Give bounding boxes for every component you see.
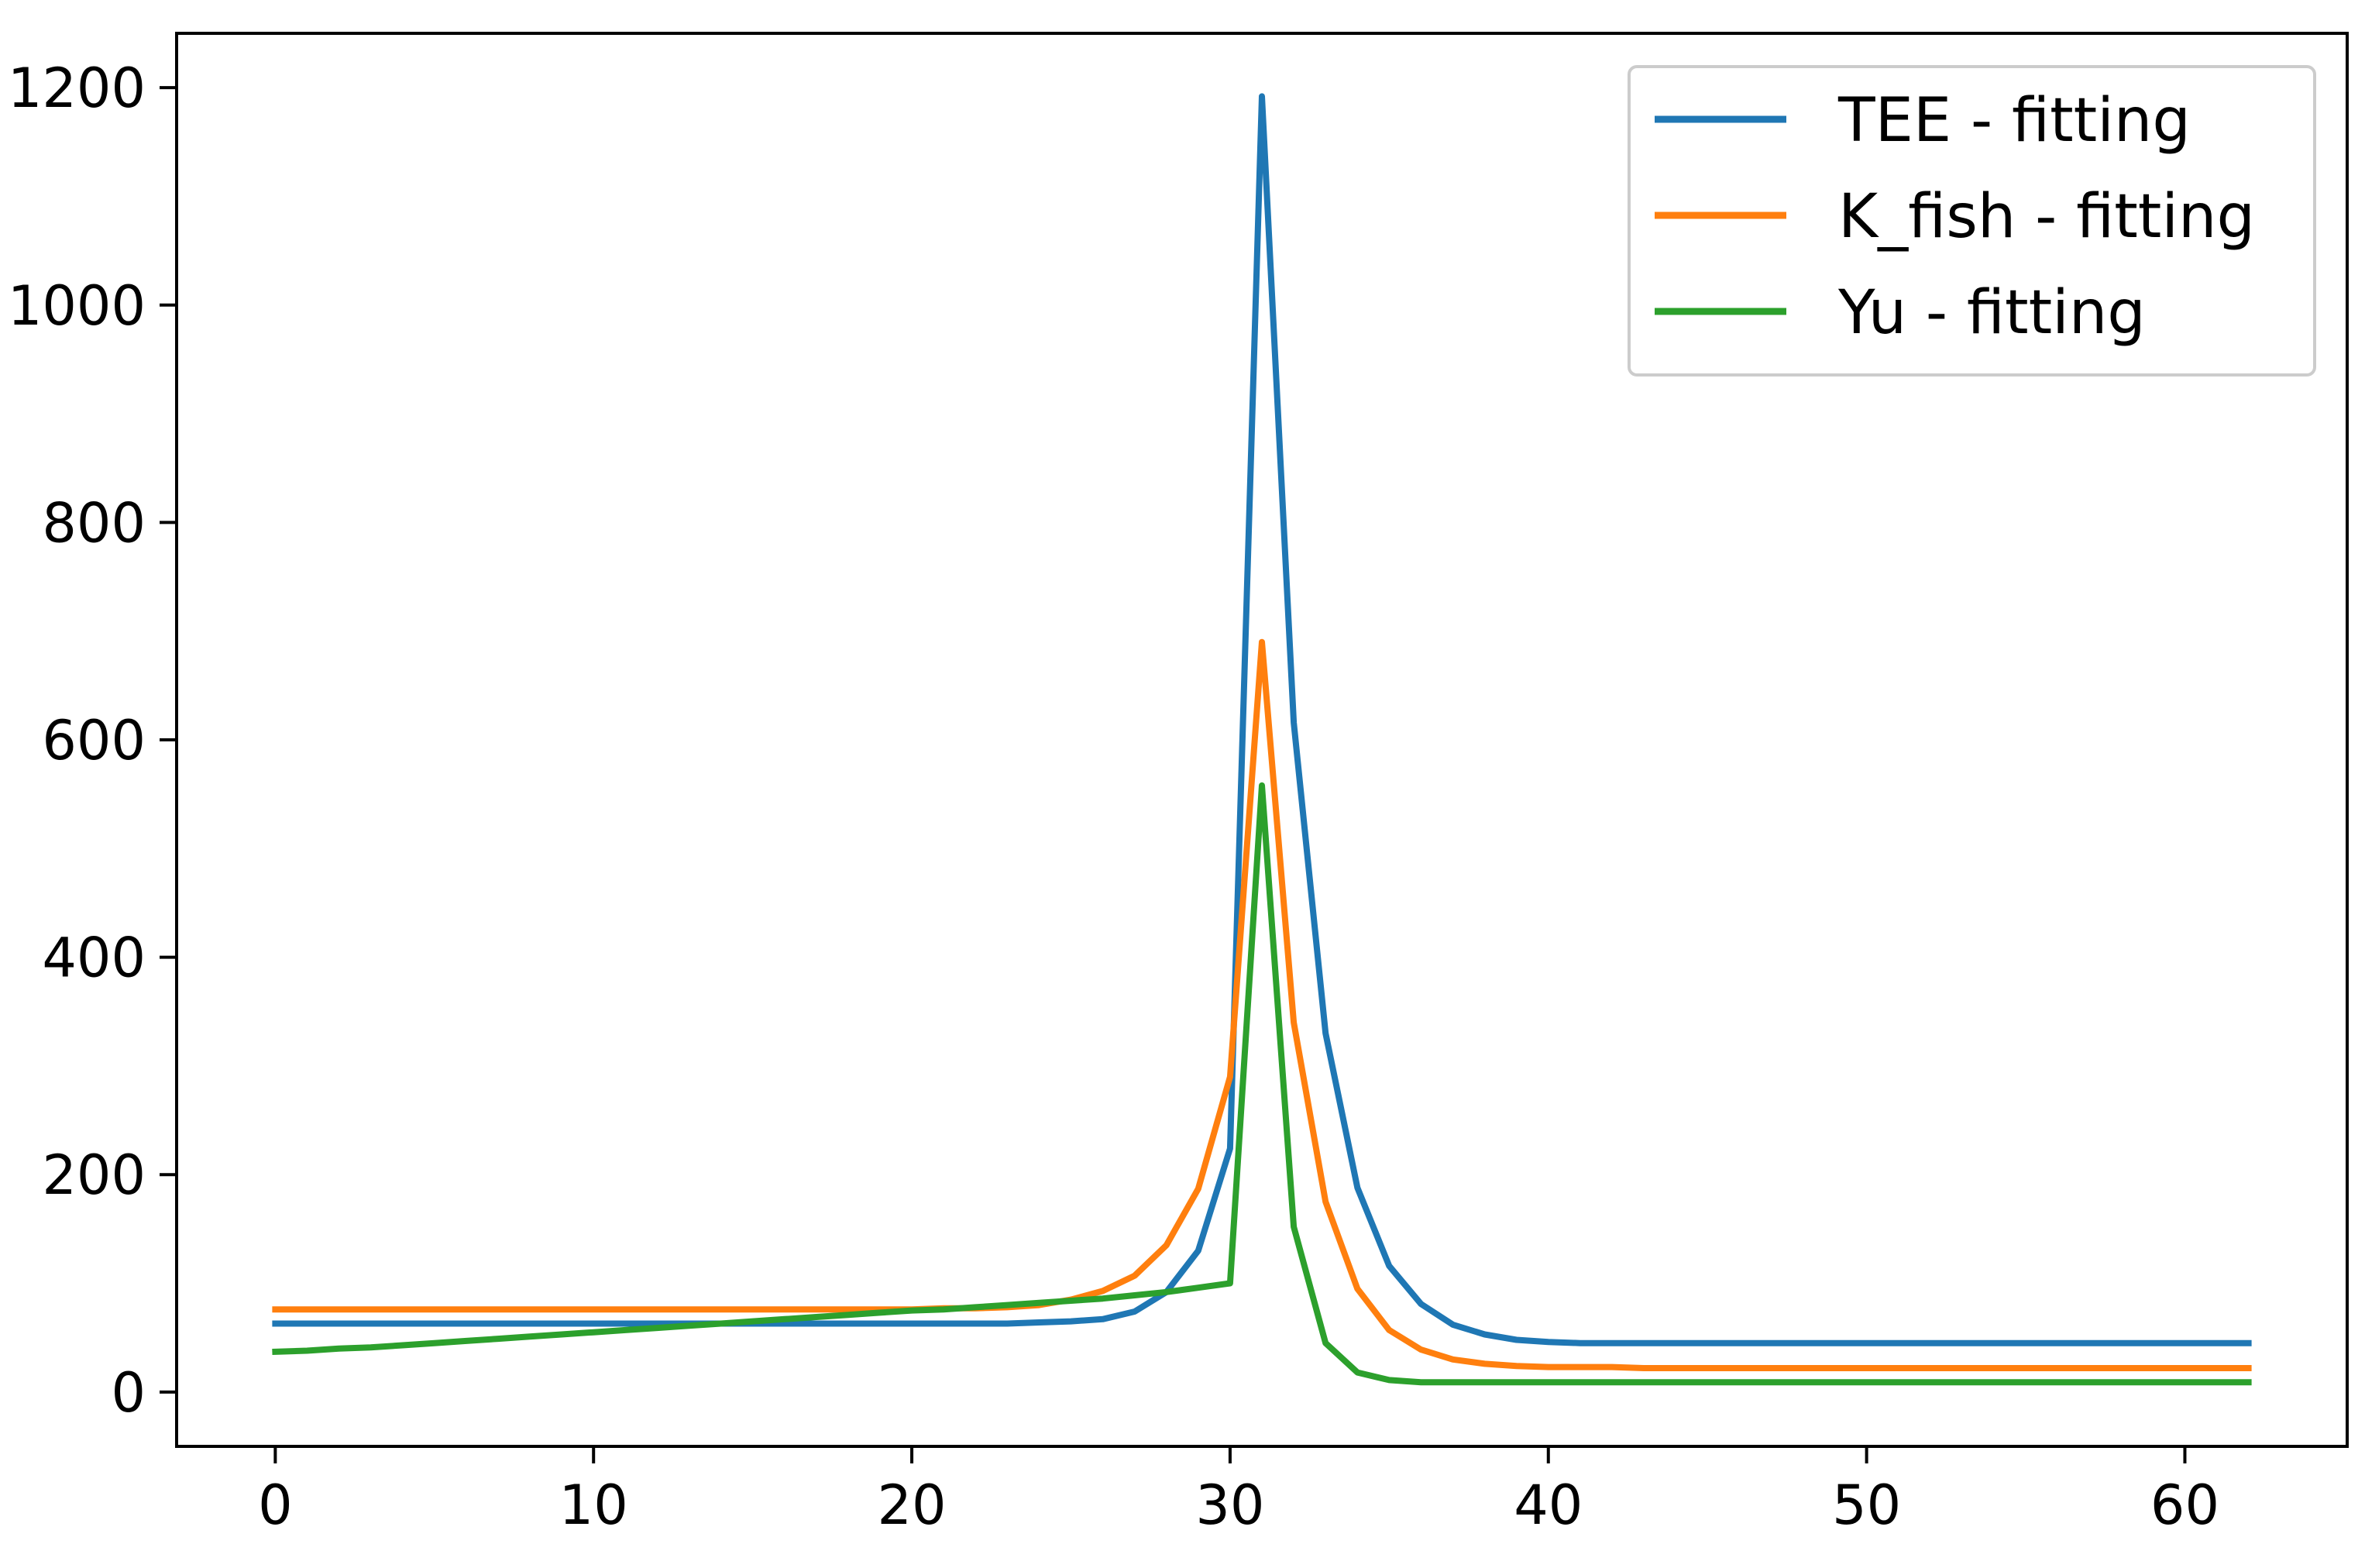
x-tick-label: 30 bbox=[1195, 1473, 1264, 1537]
x-tick-label: 20 bbox=[878, 1473, 947, 1537]
y-tick-label: 600 bbox=[42, 709, 146, 772]
legend: TEE - fitting K_fish - fitting Yu - fittin… bbox=[1628, 65, 2316, 377]
series-layer bbox=[272, 93, 2252, 1386]
y-tick-label: 400 bbox=[42, 927, 146, 990]
x-tick-label: 0 bbox=[258, 1473, 293, 1537]
x-tick-label: 60 bbox=[2150, 1473, 2219, 1537]
y-tick-label: 0 bbox=[111, 1361, 146, 1425]
x-tick-label: 50 bbox=[1832, 1473, 1901, 1537]
x-tick-label: 40 bbox=[1514, 1473, 1583, 1537]
y-axis: 0 200 400 600 800 1000 1200 bbox=[8, 57, 177, 1425]
legend-label-2: K_fish - fitting bbox=[1838, 182, 2255, 252]
legend-box bbox=[1628, 65, 2316, 377]
legend-label-1: TEE - fitting bbox=[1837, 86, 2191, 156]
series-line-2 bbox=[272, 638, 2252, 1371]
y-tick-label: 200 bbox=[42, 1143, 146, 1207]
y-tick-label: 1000 bbox=[8, 274, 146, 338]
x-tick-label: 10 bbox=[559, 1473, 628, 1537]
series-line-1 bbox=[272, 93, 2252, 1346]
legend-label-3: Yu - fitting bbox=[1837, 278, 2146, 348]
y-tick-label: 800 bbox=[42, 491, 146, 555]
series-line-3 bbox=[272, 782, 2252, 1386]
y-tick-label: 1200 bbox=[8, 57, 146, 120]
x-axis: 0 10 20 30 40 50 60 bbox=[258, 1446, 2219, 1537]
